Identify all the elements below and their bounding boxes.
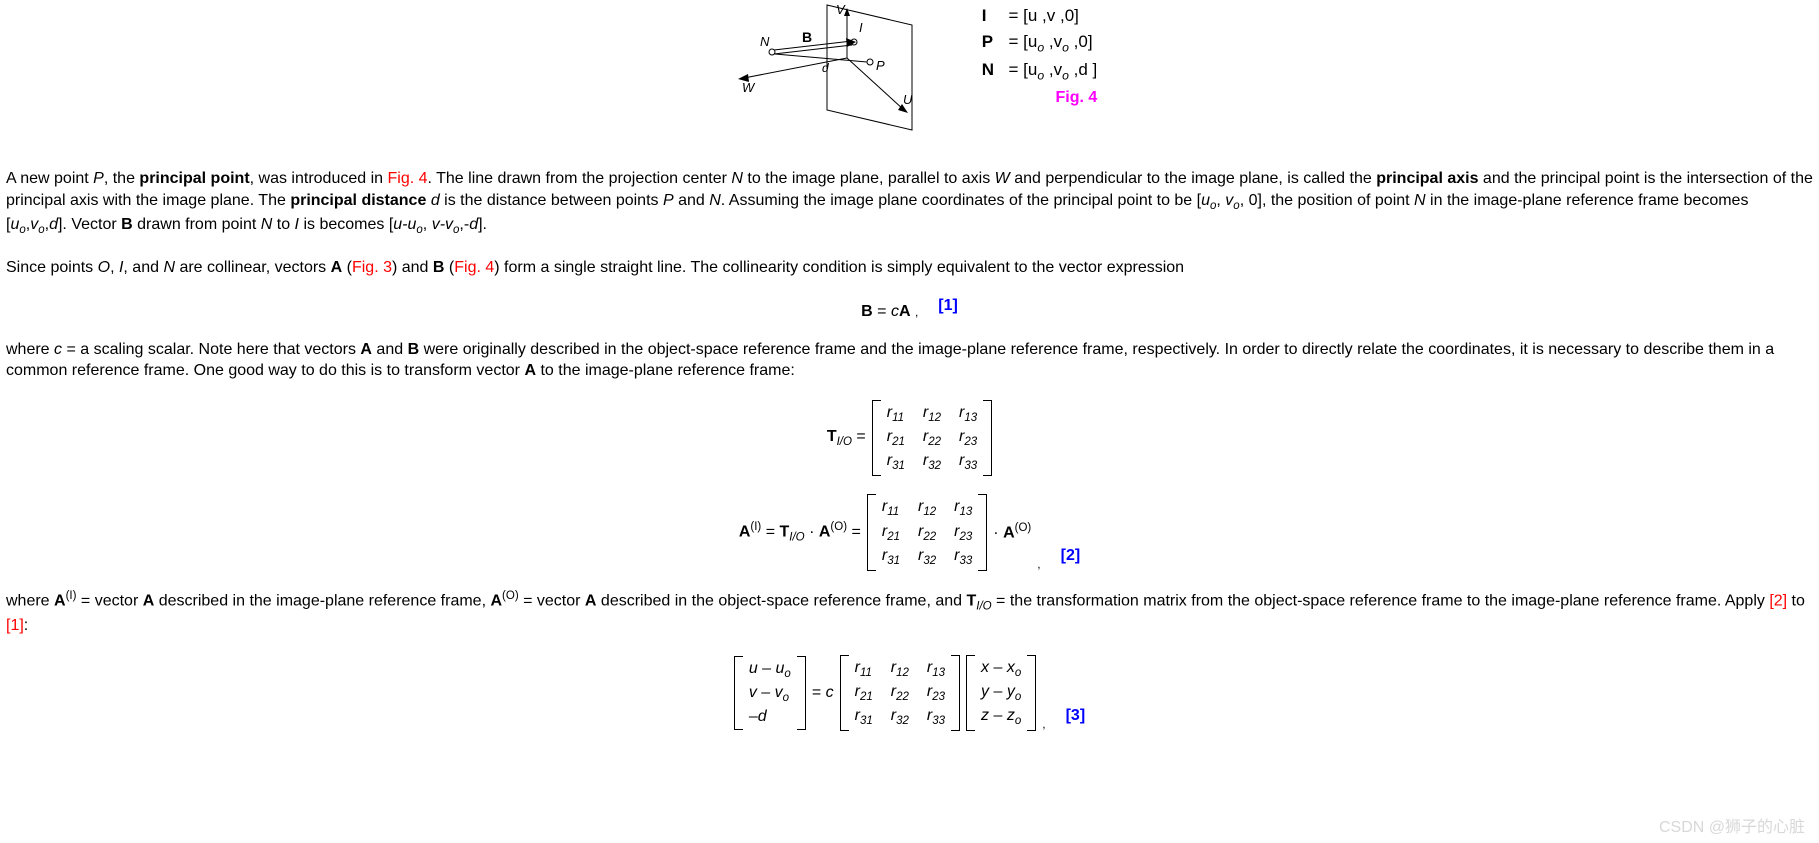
svg-text:d: d — [822, 61, 829, 75]
fig-eq-P-lhs: P — [982, 32, 1004, 52]
matrix-R-1: r11 r12 r13 r21 r22 r23 r31 r32 r33 — [872, 400, 992, 477]
equation-3: u – uo v – vo –d = c r11 r12 r13 r21 r22… — [6, 655, 1813, 732]
svg-text:P: P — [876, 58, 885, 73]
matrix-R-2: r11 r12 r13 r21 r22 r23 r31 r32 r33 — [867, 494, 987, 571]
svg-text:V: V — [836, 2, 846, 17]
svg-text:B: B — [802, 29, 812, 45]
paragraph-4: where A(I) = vector A described in the i… — [6, 589, 1813, 637]
fig-eq-I-lhs: I — [982, 6, 1004, 26]
equation-T: TI/O = r11 r12 r13 r21 r22 r23 r31 r32 r… — [6, 400, 1813, 477]
equation-2-label: [2] — [1061, 547, 1081, 571]
watermark: CSDN @狮子的心脏 — [1659, 813, 1805, 837]
svg-text:W: W — [742, 80, 756, 95]
svg-text:I: I — [859, 20, 863, 35]
equation-2: A(I) = TI/O · A(O) = r11 r12 r13 r21 r22… — [6, 494, 1813, 571]
svg-text:U: U — [903, 92, 913, 107]
figure-4-caption: Fig. 4 — [982, 89, 1098, 107]
paragraph-3: where c = a scaling scalar. Note here th… — [6, 339, 1813, 382]
svg-text:N: N — [760, 34, 770, 49]
figure-4-diagram: V U I W N B P d — [722, 0, 922, 140]
paragraph-1: A new point P, the principal point, was … — [6, 168, 1813, 239]
figure-4: V U I W N B P d I = [u ,v ,0] P = [uo ,v… — [6, 0, 1813, 140]
paragraph-2: Since points O, I, and N are collinear, … — [6, 257, 1813, 279]
fig-eq-N-lhs: N — [982, 60, 1004, 80]
equation-1: B = cA , [1] — [6, 297, 1813, 321]
figure-4-equations: I = [u ,v ,0] P = [uo ,vo ,0] N = [uo ,v… — [982, 0, 1098, 107]
fig-eq-I-rhs: = [u ,v ,0] — [1008, 6, 1078, 25]
equation-3-label: [3] — [1066, 707, 1086, 731]
equation-1-label: [1] — [938, 297, 958, 321]
